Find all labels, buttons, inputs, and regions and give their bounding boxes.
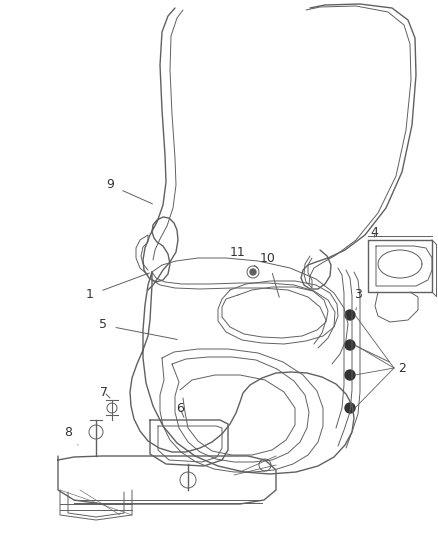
Circle shape bbox=[345, 370, 355, 380]
Text: 11: 11 bbox=[230, 246, 258, 268]
Text: 8: 8 bbox=[64, 425, 78, 445]
Text: 9: 9 bbox=[106, 179, 152, 204]
Circle shape bbox=[345, 310, 355, 320]
Text: 1: 1 bbox=[86, 273, 149, 302]
Text: 2: 2 bbox=[357, 346, 406, 375]
Text: 7: 7 bbox=[100, 385, 110, 399]
Text: 6: 6 bbox=[176, 401, 184, 417]
Text: 10: 10 bbox=[260, 252, 279, 297]
Text: 4: 4 bbox=[370, 225, 378, 238]
Text: 3: 3 bbox=[354, 288, 362, 310]
Circle shape bbox=[250, 269, 256, 275]
Circle shape bbox=[345, 403, 355, 413]
Text: 5: 5 bbox=[99, 319, 177, 340]
Circle shape bbox=[345, 340, 355, 350]
